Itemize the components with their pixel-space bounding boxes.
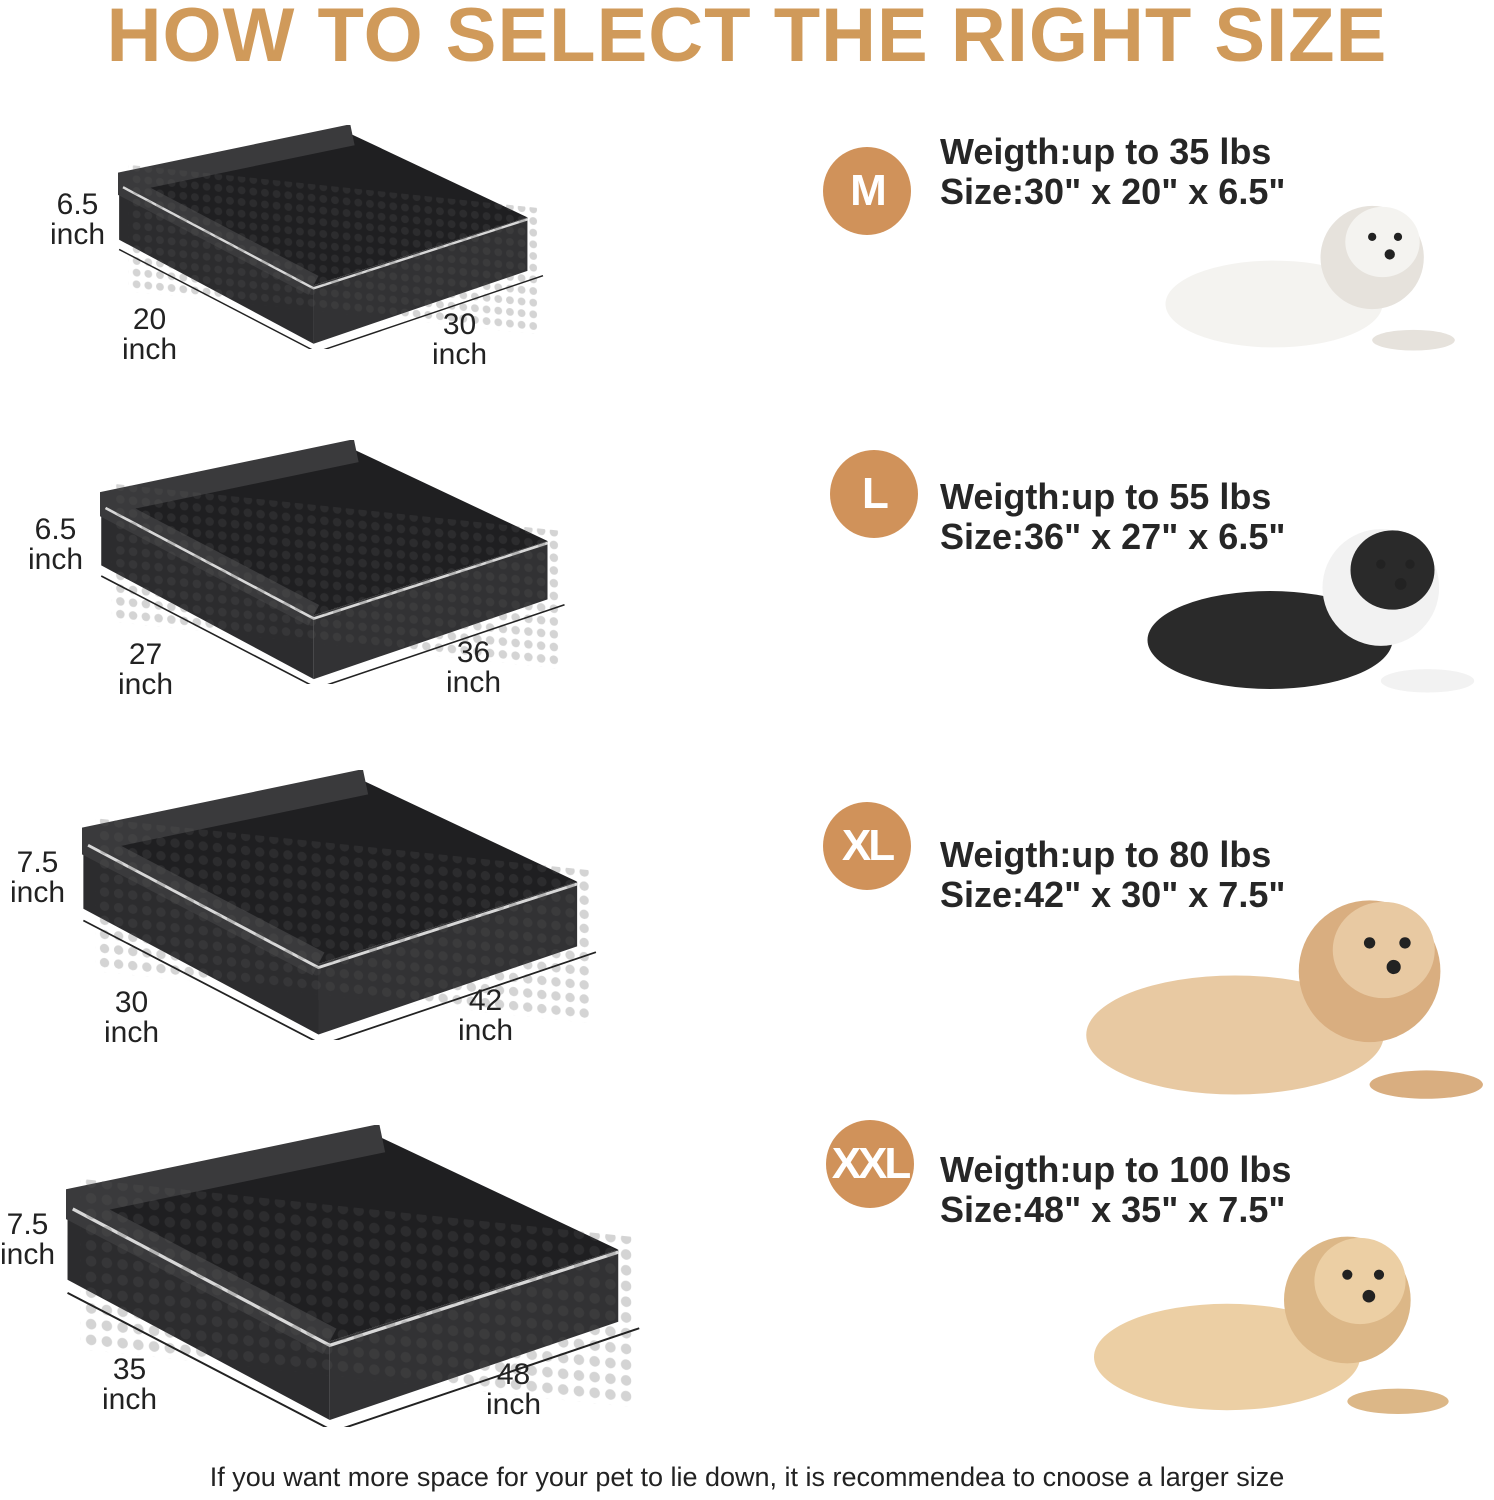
weight-text: Weigth:up to 55 lbs (940, 476, 1272, 517)
width-label: 30 inch (432, 308, 488, 371)
depth-label: 30 inch (104, 986, 160, 1049)
size-spec: Weigth:up to 55 lbs Size:36" x 27" x 6.5… (940, 477, 1285, 557)
dog-photo (1147, 529, 1475, 693)
size-badge: XXL (826, 1120, 914, 1208)
height-label: 7.5 inch (10, 846, 66, 909)
size-badge: M (823, 147, 911, 235)
weight-text: Weigth:up to 35 lbs (940, 131, 1272, 172)
size-row-l: 6.5 inch 27 inch 36 inch L Weigth:up to 55 … (0, 440, 1494, 780)
bed-illustration (82, 770, 597, 1041)
dog-photo (1094, 1236, 1449, 1414)
size-row-xxl: 7.5 inch 35 inch 48 inch XXL Weigth:up to 1… (0, 1120, 1494, 1465)
bed-illustration (118, 125, 544, 349)
height-label: 6.5 inch (28, 513, 84, 576)
bed-illustration (66, 1125, 640, 1427)
height-label: 7.5 inch (0, 1208, 56, 1271)
depth-label: 20 inch (122, 303, 178, 366)
width-label: 42 inch (458, 984, 514, 1047)
depth-label: 27 inch (118, 638, 174, 701)
dog-photo (1086, 900, 1483, 1099)
dog-photo (1165, 205, 1455, 351)
size-row-m: 6.5 inch 20 inch 30 inch M Weigth:up to 35 … (0, 125, 1494, 465)
size-spec: Weigth:up to 100 lbs Size:48" x 35" x 7.… (940, 1150, 1291, 1230)
height-label: 6.5 inch (50, 188, 106, 251)
dimension-text: Size:30" x 20" x 6.5" (940, 171, 1286, 212)
footer-note: If you want more space for your pet to l… (209, 1462, 1285, 1492)
size-badge: XL (823, 802, 911, 890)
size-row-xl: 7.5 inch 30 inch 42 inch XL Weigth:up to 80… (0, 770, 1494, 1110)
dimension-text: Size:48" x 35" x 7.5" (940, 1189, 1286, 1230)
dimension-text: Size:36" x 27" x 6.5" (940, 516, 1286, 557)
bed-illustration (100, 440, 565, 685)
width-label: 36 inch (446, 636, 502, 699)
size-spec: Weigth:up to 35 lbs Size:30" x 20" x 6.5… (940, 132, 1285, 212)
weight-text: Weigth:up to 80 lbs (940, 834, 1272, 875)
dimension-text: Size:42" x 30" x 7.5" (940, 874, 1286, 915)
size-badge: L (830, 450, 918, 538)
width-label: 48 inch (486, 1358, 542, 1421)
page-title: HOW TO SELECT THE RIGHT SIZE (106, 0, 1388, 78)
size-spec: Weigth:up to 80 lbs Size:42" x 30" x 7.5… (940, 835, 1285, 915)
weight-text: Weigth:up to 100 lbs (940, 1149, 1292, 1190)
depth-label: 35 inch (102, 1353, 158, 1416)
